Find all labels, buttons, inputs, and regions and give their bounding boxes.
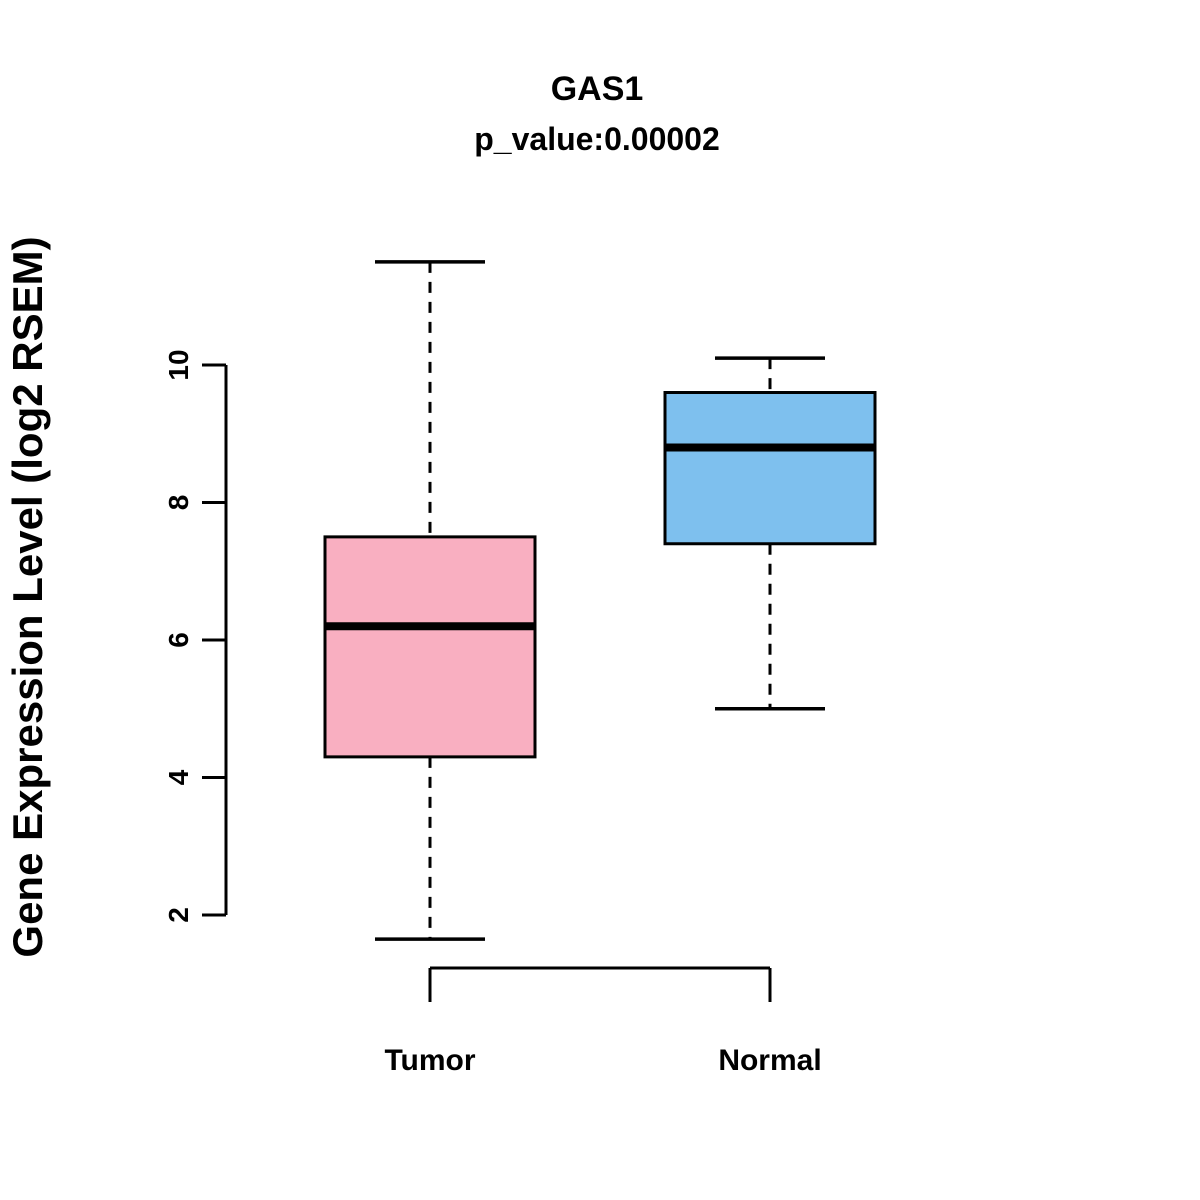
x-category-label-tumor: Tumor [384,1044,475,1077]
x-category-label-normal: Normal [718,1044,821,1077]
tumor-box [323,535,537,759]
y-tick-label: 2 [163,907,194,923]
chart-subtitle: p_value:0.00002 [474,121,720,157]
y-tick-label: 10 [163,349,194,380]
plot-layer: 2 4 6 8 10 Tumor Normal [163,260,877,1077]
chart-title: GAS1 [551,70,644,108]
y-tick-label: 6 [163,632,194,648]
y-axis-label: Gene Expression Level (log2 RSEM) [4,236,51,957]
normal-box [663,391,877,546]
y-tick-label: 8 [163,495,194,511]
y-tick-label: 4 [163,769,194,785]
